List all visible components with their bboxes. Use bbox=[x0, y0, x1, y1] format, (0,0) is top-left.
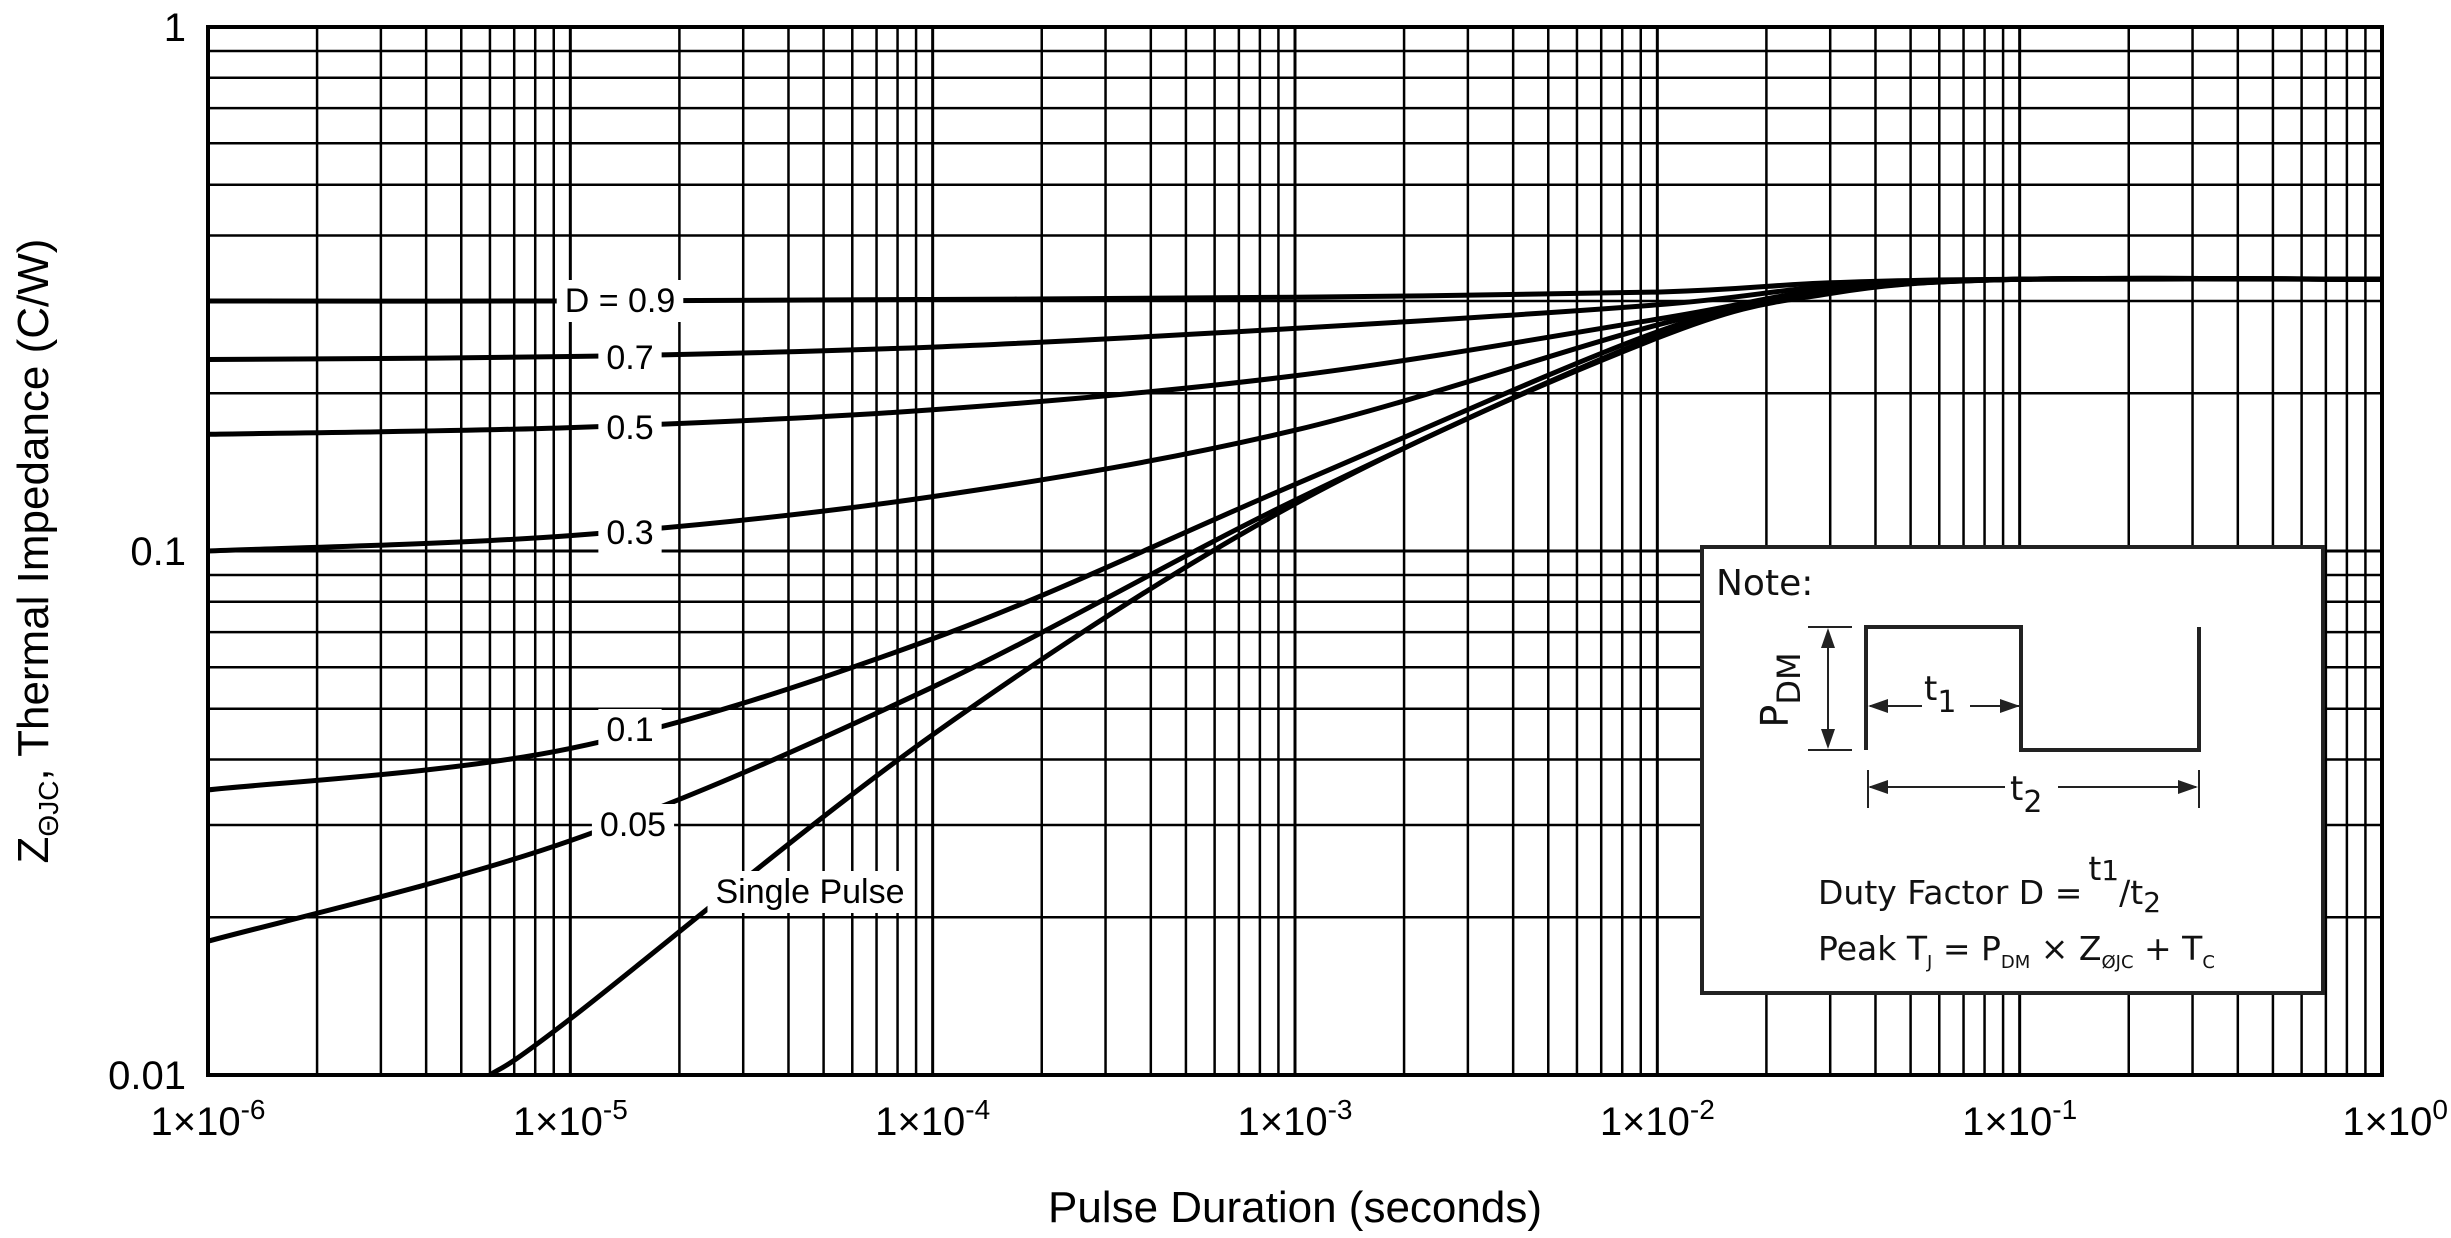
x-tick-label: 1×10-4 bbox=[875, 1094, 990, 1144]
series-label: 0.05 bbox=[600, 806, 666, 844]
series-label: 0.3 bbox=[606, 514, 653, 552]
series-label: D = 0.9 bbox=[565, 282, 676, 320]
note-heading: Note: bbox=[1716, 563, 1813, 604]
series-label-bg bbox=[598, 337, 662, 379]
x-tick-label: 1×10-3 bbox=[1237, 1094, 1352, 1144]
x-tick-label: 1×10-1 bbox=[1962, 1094, 2077, 1144]
tick-labels: 1×10-6 1×10-5 1×10-4 1×10-3 1×10-2 1×10-1 1×10… bbox=[108, 6, 2448, 1144]
series-label: 0.1 bbox=[606, 711, 653, 749]
series-label: 0.5 bbox=[606, 409, 653, 447]
y-tick-label: 1 bbox=[164, 6, 186, 50]
series-label: Single Pulse bbox=[715, 873, 904, 911]
curves bbox=[207, 275, 2383, 1078]
y-tick-label: 0.01 bbox=[108, 1054, 186, 1098]
series-label-bg bbox=[598, 407, 662, 449]
pulse-diagram bbox=[1808, 625, 2201, 808]
note-box: Note: PDM t1 t2 Duty Factor D =t1/t2 Pea… bbox=[1700, 545, 2325, 995]
x-tick-label: 1×10-6 bbox=[150, 1094, 265, 1144]
series-label-bg bbox=[598, 512, 662, 554]
series-line bbox=[488, 275, 2383, 1078]
x-tick-label: 1×10-2 bbox=[1600, 1094, 1715, 1144]
x-tick-label: 1×10-5 bbox=[513, 1094, 628, 1144]
series-label-bg bbox=[591, 804, 675, 846]
x-axis-label: Pulse Duration (seconds) bbox=[1048, 1183, 1542, 1232]
x-tick-label: 1×100 bbox=[2342, 1094, 2448, 1144]
series-label-bg bbox=[556, 280, 684, 322]
t1-label: t1 bbox=[1924, 669, 1956, 720]
t2-label: t2 bbox=[2010, 769, 2042, 820]
series-label-bg bbox=[598, 709, 662, 751]
series-label-bg bbox=[707, 871, 913, 913]
duty-factor-formula: Duty Factor D =t1/t2 bbox=[1818, 849, 2161, 919]
pdm-label: PDM bbox=[1753, 652, 1808, 727]
peak-tj-formula: Peak TJ = PDM × ZØJC + TC bbox=[1818, 929, 2215, 973]
y-tick-label: 0.1 bbox=[130, 530, 186, 574]
series-label: 0.7 bbox=[606, 339, 653, 377]
curve-labels: D = 0.9 0.7 0.5 0.3 0.1 0.05 Single Pulse bbox=[556, 280, 913, 913]
y-axis-label: ZΘJC, Thermal Impedance (C/W) bbox=[9, 239, 64, 864]
